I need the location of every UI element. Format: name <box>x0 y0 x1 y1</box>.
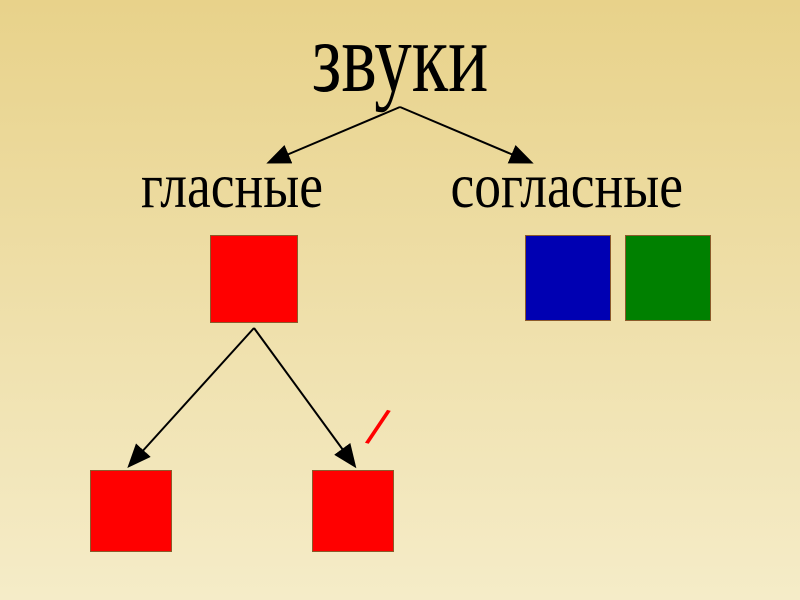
vowel-child-square-left <box>90 470 172 552</box>
consonant-square-blue <box>525 235 611 321</box>
consonant-square-green <box>625 235 711 321</box>
stress-mark: / <box>362 394 394 460</box>
branch-label-vowels: гласные <box>141 150 323 223</box>
vowel-child-square-right <box>312 470 394 552</box>
arrow-mid-right <box>254 328 354 465</box>
vowel-square <box>210 235 298 323</box>
arrow-mid-left <box>130 328 254 465</box>
page-title: звуки <box>312 0 489 115</box>
branch-label-consonants: согласные <box>451 150 683 223</box>
